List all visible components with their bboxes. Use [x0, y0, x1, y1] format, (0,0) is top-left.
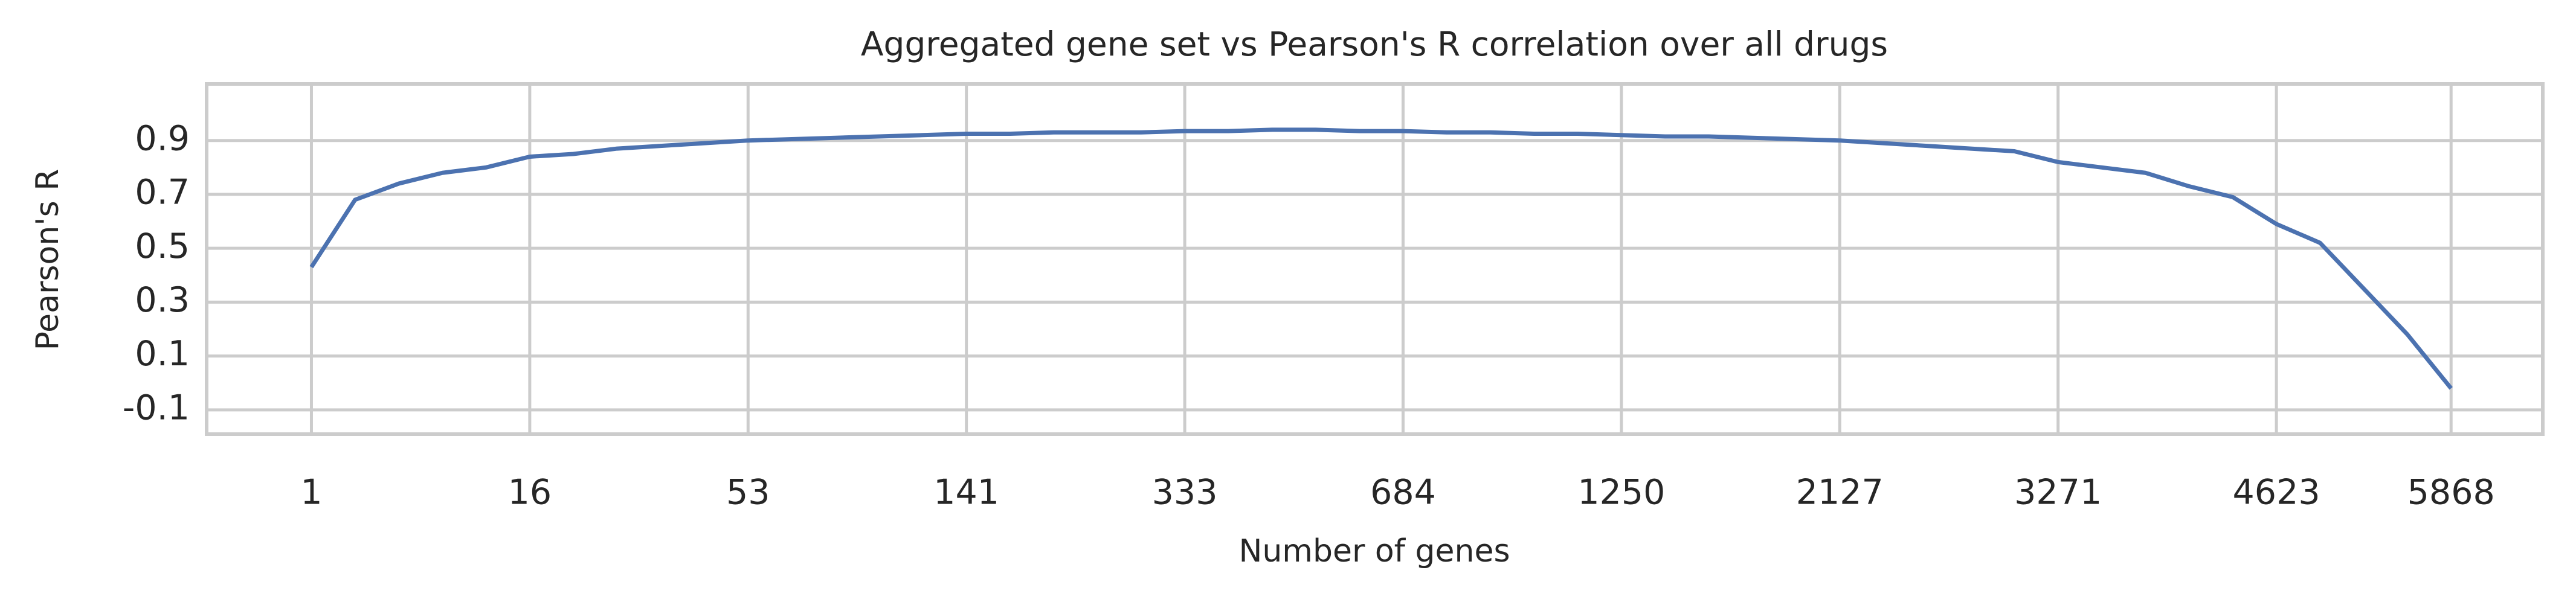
x-tick-label: 2127: [1796, 473, 1884, 513]
y-tick-label: 0.3: [135, 280, 190, 320]
x-tick-label: 3271: [2014, 473, 2102, 513]
y-tick-label: -0.1: [123, 388, 190, 427]
y-tick-label: 0.7: [135, 173, 190, 213]
data-line: [309, 127, 2453, 390]
x-tick-label: 684: [1370, 473, 1436, 513]
x-axis-label: Number of genes: [1238, 533, 1510, 569]
y-tick-label: 0.1: [135, 334, 190, 374]
x-tick-label: 1: [300, 473, 322, 513]
x-tick-label: 53: [726, 473, 770, 513]
plot-frame: [205, 82, 2545, 436]
chart-title: Aggregated gene set vs Pearson's R corre…: [861, 25, 1888, 63]
x-tick-label: 141: [933, 473, 999, 513]
x-tick-label: 16: [508, 473, 552, 513]
x-tick-label: 4623: [2233, 473, 2320, 513]
x-tick-label: 5868: [2407, 473, 2495, 513]
x-tick-label: 333: [1152, 473, 1218, 513]
y-tick-label: 0.9: [135, 118, 190, 158]
y-tick-label: 0.5: [135, 226, 190, 266]
y-axis-label: Pearson's R: [30, 169, 66, 351]
x-tick-label: 1250: [1577, 473, 1665, 513]
